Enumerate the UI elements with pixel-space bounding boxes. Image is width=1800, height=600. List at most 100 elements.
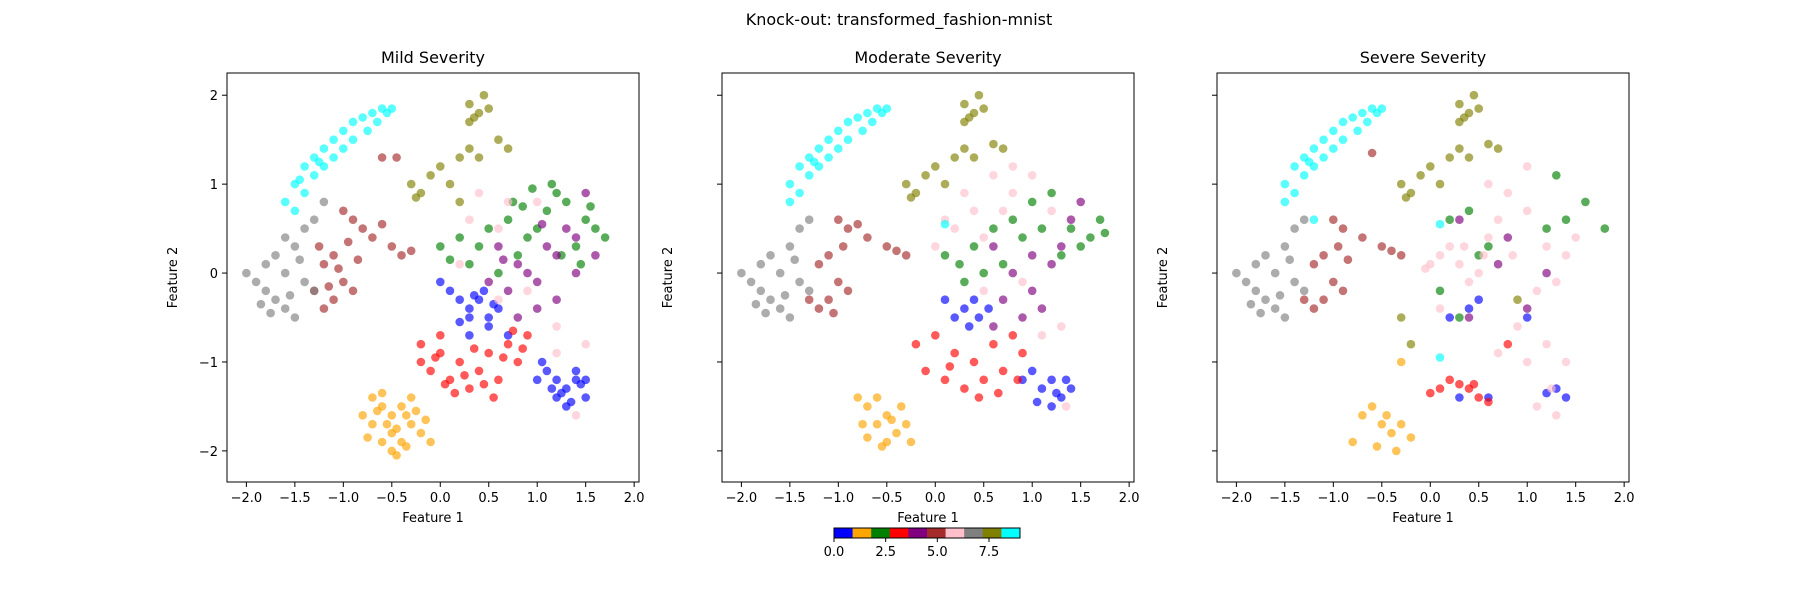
- scatter-point: [1008, 268, 1018, 278]
- scatter-point: [960, 99, 969, 109]
- y-tick-label: −1: [199, 356, 218, 371]
- scatter-point: [436, 162, 445, 171]
- scatter-point: [1280, 179, 1290, 189]
- scatter-point: [251, 277, 261, 287]
- scatter-point: [814, 144, 824, 153]
- scatter-point: [1552, 171, 1561, 180]
- scatter-point: [1256, 308, 1265, 318]
- scatter-point: [1513, 322, 1522, 331]
- colorbar-tick-label: 5.0: [927, 545, 948, 560]
- scatter-point: [1542, 268, 1551, 278]
- scatter-point: [503, 339, 513, 349]
- scatter-point: [411, 406, 421, 416]
- scatter-point: [1061, 375, 1071, 385]
- scatter-point: [571, 233, 581, 242]
- scatter-point: [474, 242, 484, 251]
- scatter-point: [1377, 419, 1387, 429]
- scatter-point: [358, 113, 368, 122]
- scatter-point: [1076, 242, 1085, 251]
- x-tick-label: 0.0: [925, 491, 946, 506]
- scatter-point: [581, 375, 590, 385]
- scatter-point: [1061, 402, 1071, 411]
- scatter-point: [1552, 277, 1561, 287]
- scatter-point: [421, 415, 431, 425]
- scatter-point: [1455, 144, 1464, 153]
- scatter-point: [989, 139, 998, 149]
- scatter-point: [552, 375, 561, 385]
- scatter-point: [838, 242, 848, 251]
- scatter-point: [998, 259, 1008, 269]
- scatter-point: [271, 251, 280, 260]
- scatter-point: [426, 366, 435, 376]
- scatter-point: [455, 233, 465, 242]
- scatter-point: [1396, 251, 1406, 260]
- scatter-point: [402, 411, 411, 420]
- scatter-point: [266, 308, 275, 318]
- scatter-point: [858, 126, 867, 136]
- scatter-point: [1027, 251, 1037, 260]
- axes-frame: [1216, 72, 1630, 483]
- plot-area: [1217, 73, 1629, 482]
- scatter-point: [1008, 331, 1018, 340]
- scatter-point: [974, 90, 984, 100]
- scatter-point: [1392, 446, 1401, 456]
- scatter-point: [368, 233, 377, 242]
- x-tick-label: −1.0: [1318, 491, 1350, 506]
- scatter-point: [901, 419, 911, 429]
- scatter-point: [751, 299, 761, 309]
- scatter-point: [402, 442, 411, 451]
- scatter-point: [1474, 393, 1483, 402]
- subplot-1: −2.0 −1.5 −1.0 −0.5 0.0 0.5 1.0 1.5 2.0 −2 −1 0 1 2 Mi…: [166, 48, 644, 526]
- x-tick-label: 1.5: [1070, 491, 1091, 506]
- scatter-point: [1474, 268, 1483, 278]
- scatter-point: [1547, 384, 1556, 393]
- scatter-point: [571, 242, 581, 251]
- scatter-point: [1367, 148, 1377, 158]
- scatter-point: [455, 357, 465, 367]
- scatter-point: [377, 388, 387, 398]
- scatter-point: [528, 184, 537, 193]
- scatter-point: [1319, 153, 1328, 162]
- scatter-point: [1232, 268, 1241, 278]
- scatter-point: [834, 215, 843, 224]
- subplot-panels: −2.0 −1.5 −1.0 −0.5 0.0 0.5 1.0 1.5 2.0 −2 −1 0 1 2 Mi…: [166, 48, 1634, 526]
- scatter-point: [523, 286, 532, 296]
- scatter-point: [1280, 242, 1290, 251]
- scatter-point: [1484, 242, 1493, 251]
- scatter-point: [1571, 233, 1580, 242]
- colorbar-segment: [908, 528, 928, 538]
- scatter-point: [489, 393, 498, 402]
- scatter-point: [853, 113, 862, 122]
- scatter-point: [1479, 251, 1488, 260]
- scatter-point: [998, 206, 1008, 216]
- scatter-point: [1027, 197, 1037, 207]
- scatter-point: [911, 339, 921, 349]
- scatter-point: [518, 202, 527, 211]
- scatter-point: [542, 206, 552, 216]
- scatter-point: [1008, 188, 1018, 198]
- scatter-point: [1493, 144, 1503, 153]
- scatter-point: [994, 388, 1003, 398]
- scatter-point: [469, 291, 479, 300]
- scatter-point: [557, 388, 566, 398]
- scatter-point: [445, 255, 455, 264]
- scatter-point: [1406, 339, 1416, 349]
- scatter-point: [348, 117, 358, 127]
- scatter-point: [989, 242, 998, 251]
- subplot-title: Mild Severity: [381, 48, 485, 67]
- colorbar-tick-label: 7.5: [979, 545, 1000, 560]
- scatter-point: [295, 255, 305, 264]
- x-tick-label: 1.0: [1022, 491, 1043, 506]
- scatter-point: [1474, 104, 1483, 113]
- scatter-point: [1299, 295, 1309, 305]
- scatter-point: [921, 366, 930, 376]
- scatter-point: [1421, 264, 1430, 273]
- scatter-point: [397, 251, 406, 260]
- scatter-point: [508, 326, 518, 336]
- scatter-point: [780, 291, 790, 300]
- scatter-point: [1561, 215, 1571, 224]
- scatter-point: [1445, 242, 1454, 251]
- axes-frame: [226, 72, 640, 483]
- scatter-point: [503, 144, 513, 153]
- scatter-point: [426, 437, 435, 447]
